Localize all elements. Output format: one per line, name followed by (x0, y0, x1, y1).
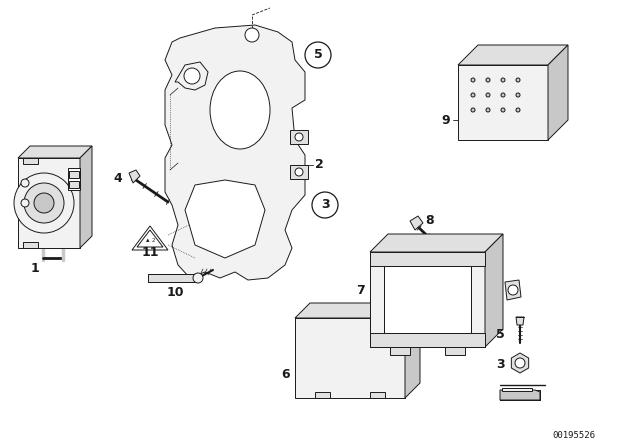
Polygon shape (410, 216, 423, 230)
Circle shape (21, 179, 29, 187)
Circle shape (501, 108, 505, 112)
Circle shape (193, 273, 203, 283)
Polygon shape (18, 146, 92, 158)
Polygon shape (370, 252, 485, 347)
Text: 1: 1 (31, 262, 40, 275)
Polygon shape (370, 234, 503, 252)
Polygon shape (405, 303, 420, 398)
Polygon shape (548, 45, 568, 140)
Text: 00195526: 00195526 (552, 431, 595, 440)
Polygon shape (500, 390, 540, 400)
Circle shape (516, 108, 520, 112)
Circle shape (471, 93, 475, 97)
Polygon shape (69, 171, 79, 178)
Text: 4: 4 (113, 172, 122, 185)
Text: 10: 10 (166, 285, 184, 298)
Polygon shape (165, 25, 305, 280)
Polygon shape (370, 252, 384, 347)
Text: 3: 3 (321, 198, 330, 211)
Text: 8: 8 (426, 214, 435, 227)
Polygon shape (390, 347, 410, 355)
Polygon shape (290, 165, 308, 179)
Polygon shape (185, 180, 265, 258)
Text: 11: 11 (141, 246, 159, 258)
Polygon shape (516, 317, 524, 325)
Text: 9: 9 (442, 113, 450, 126)
Polygon shape (458, 65, 548, 140)
Text: 7: 7 (356, 284, 365, 297)
Polygon shape (505, 280, 521, 300)
Circle shape (295, 133, 303, 141)
Polygon shape (471, 252, 485, 347)
Polygon shape (129, 170, 140, 183)
Polygon shape (511, 353, 529, 373)
Text: 5: 5 (496, 328, 505, 341)
Circle shape (245, 28, 259, 42)
Polygon shape (485, 234, 503, 347)
Polygon shape (315, 392, 330, 398)
Text: 2: 2 (315, 159, 324, 172)
Circle shape (184, 68, 200, 84)
Circle shape (305, 42, 331, 68)
Polygon shape (23, 158, 38, 164)
Ellipse shape (210, 71, 270, 149)
Polygon shape (80, 146, 92, 248)
Circle shape (501, 93, 505, 97)
Polygon shape (445, 347, 465, 355)
Circle shape (21, 199, 29, 207)
Circle shape (486, 78, 490, 82)
Polygon shape (137, 230, 163, 247)
Circle shape (516, 93, 520, 97)
Circle shape (471, 108, 475, 112)
Circle shape (295, 168, 303, 176)
Text: $\blacktriangle$: $\blacktriangle$ (145, 236, 151, 244)
Polygon shape (69, 181, 79, 188)
Circle shape (515, 358, 525, 368)
Polygon shape (18, 158, 80, 248)
Text: 2: 2 (151, 237, 155, 242)
Polygon shape (132, 226, 168, 250)
Circle shape (34, 193, 54, 213)
Circle shape (508, 285, 518, 295)
Polygon shape (295, 318, 405, 398)
Circle shape (14, 173, 74, 233)
Circle shape (486, 108, 490, 112)
Polygon shape (502, 388, 532, 391)
Polygon shape (175, 62, 208, 90)
Text: 5: 5 (314, 48, 323, 61)
Polygon shape (148, 274, 198, 282)
Polygon shape (458, 45, 568, 65)
Polygon shape (384, 266, 471, 333)
Polygon shape (370, 392, 385, 398)
Circle shape (516, 78, 520, 82)
Text: 6: 6 (282, 369, 290, 382)
Polygon shape (290, 130, 308, 144)
Circle shape (312, 192, 338, 218)
Circle shape (24, 183, 64, 223)
Polygon shape (370, 333, 485, 347)
Circle shape (486, 93, 490, 97)
Text: 3: 3 (497, 358, 505, 371)
Polygon shape (370, 252, 485, 266)
Polygon shape (295, 303, 420, 318)
Circle shape (471, 78, 475, 82)
Polygon shape (23, 242, 38, 248)
Polygon shape (68, 168, 80, 190)
Circle shape (501, 78, 505, 82)
